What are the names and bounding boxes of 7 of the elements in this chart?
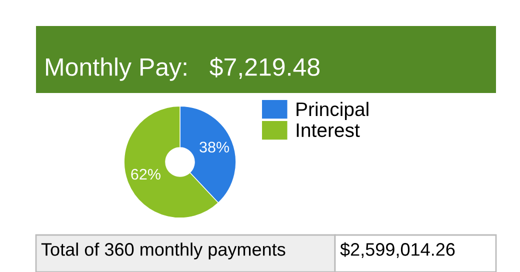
legend-label: Principal — [296, 102, 368, 120]
chart-title: Monthly Pay: $7,219.48 — [46, 57, 320, 81]
data-label: 62% — [131, 168, 160, 180]
legend-label: Interest — [296, 124, 360, 138]
text: $2,599,014.26 — [340, 242, 455, 258]
text: Total of 360 monthly payments — [41, 242, 286, 260]
data-label: 38% — [200, 142, 230, 153]
